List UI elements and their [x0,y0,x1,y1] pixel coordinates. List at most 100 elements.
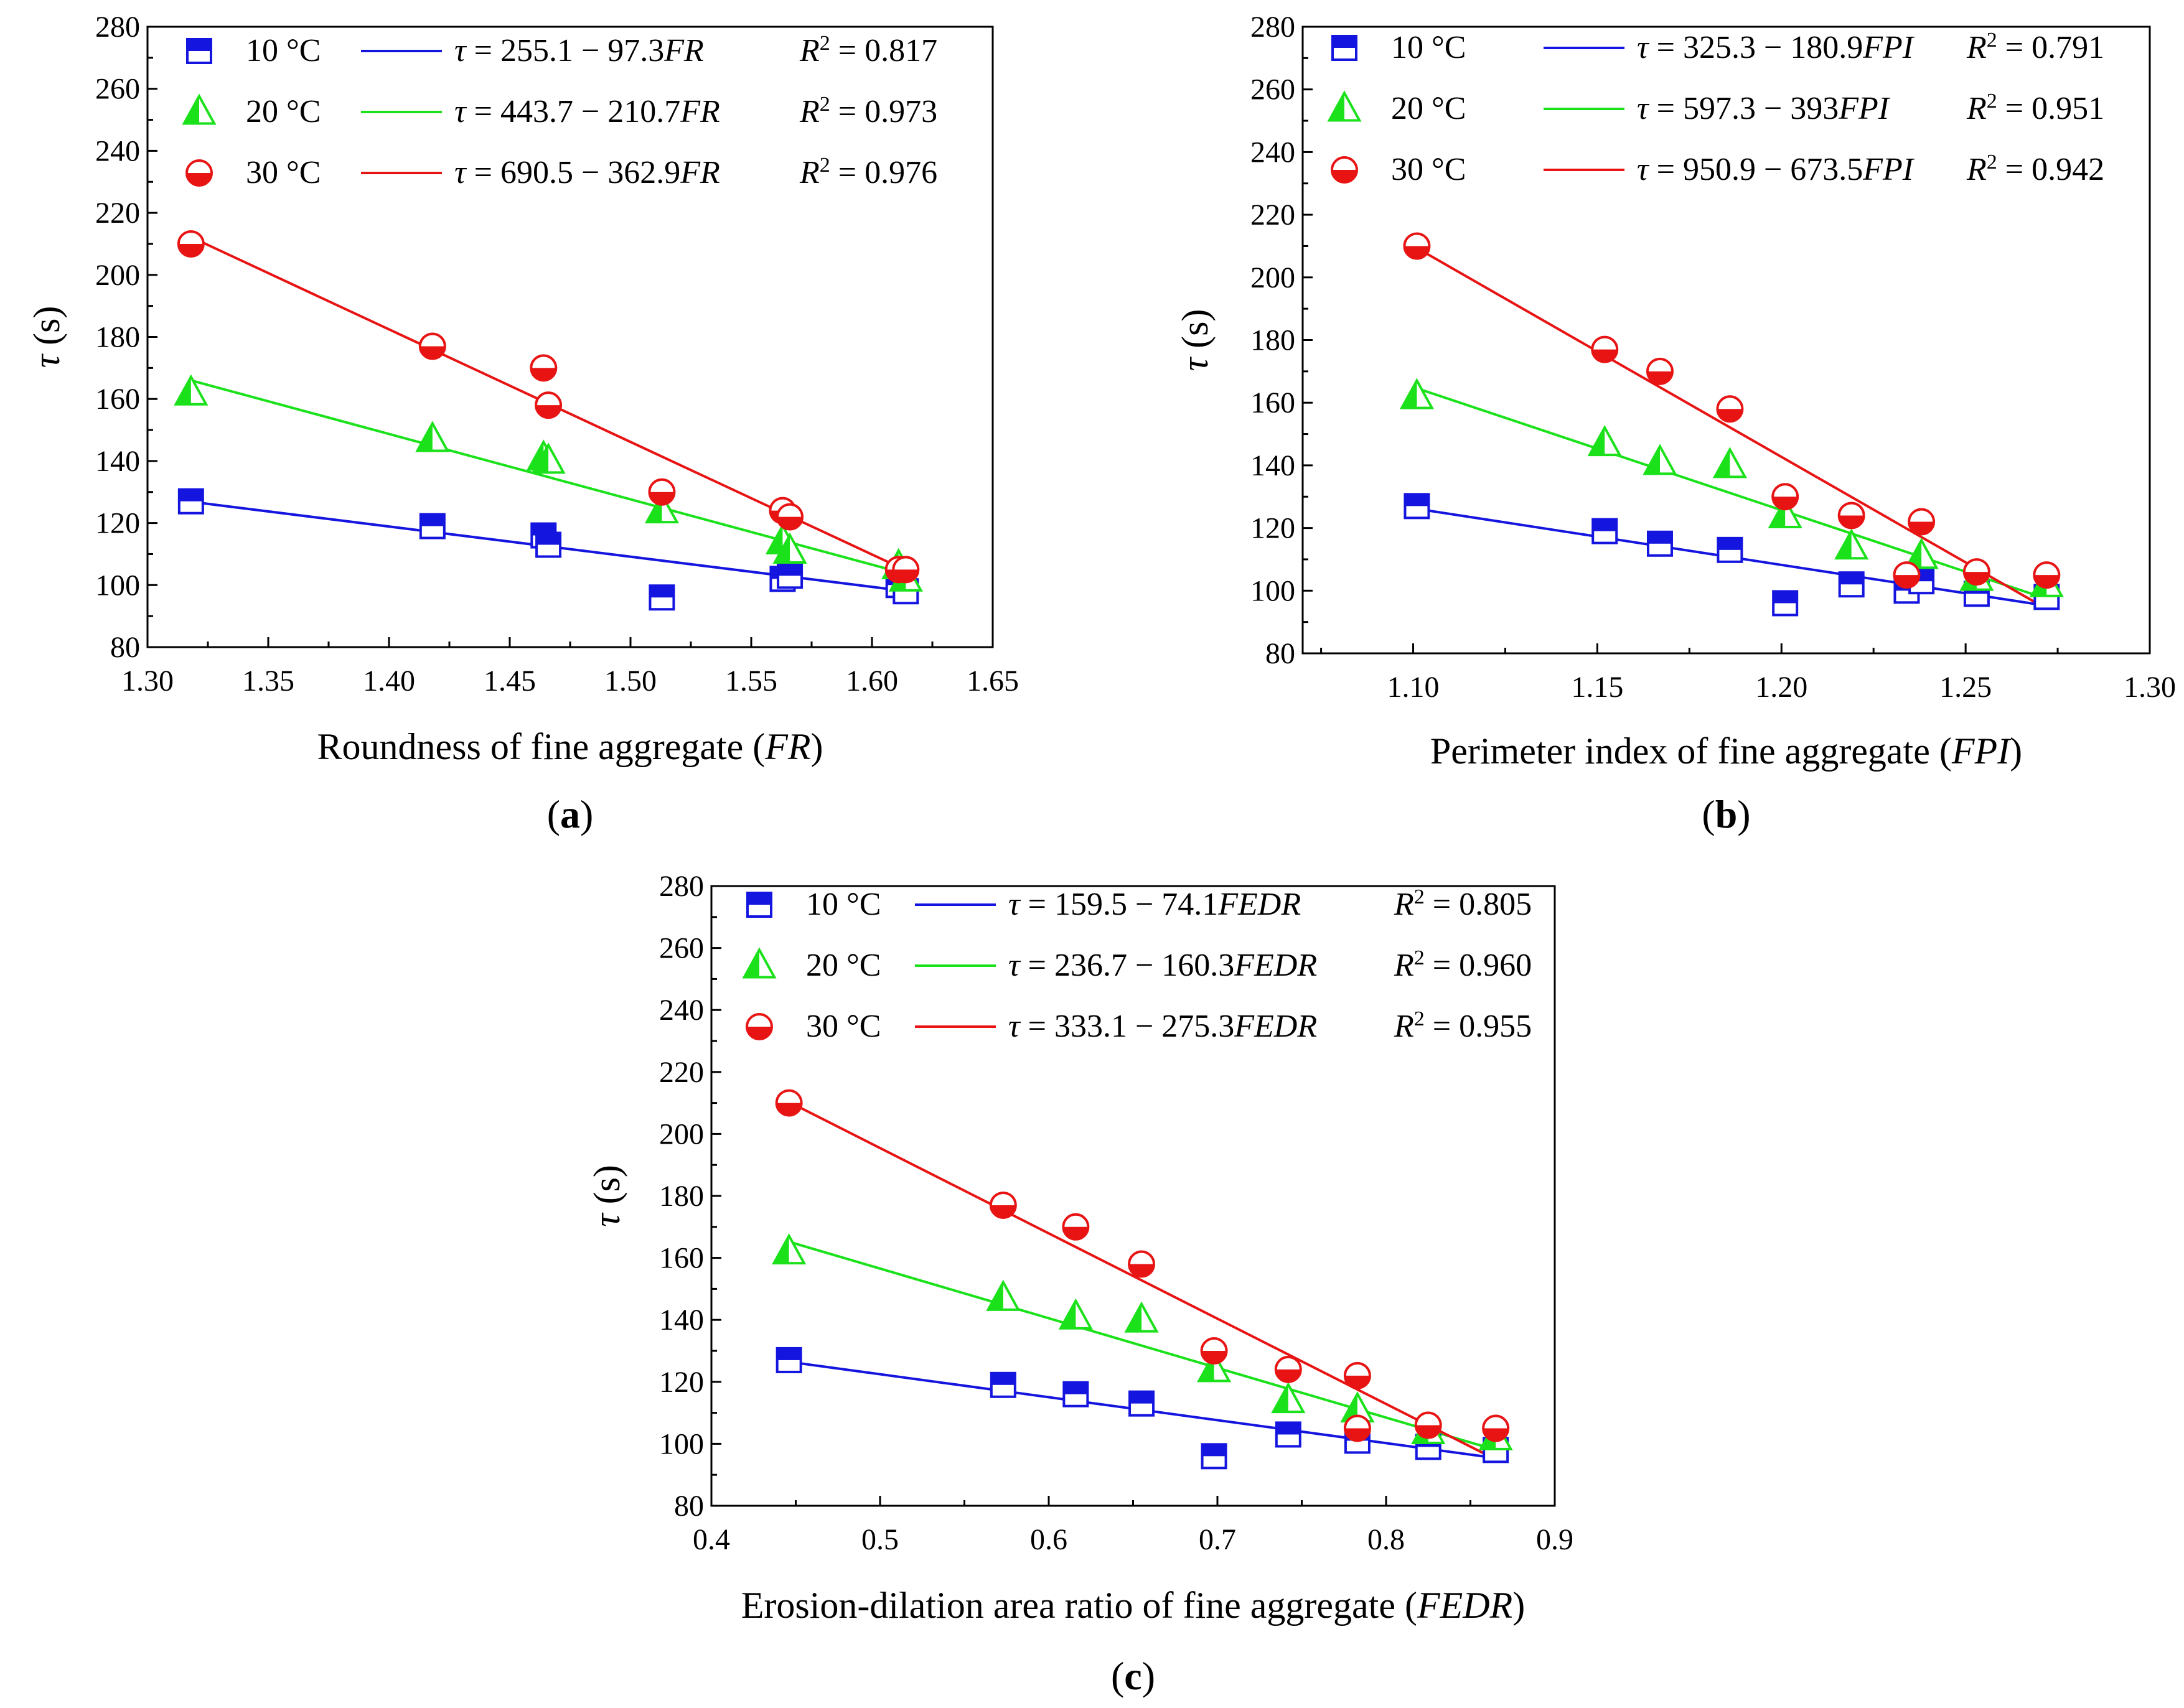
y-tick-label: 280 [95,11,140,44]
legend-marker [1331,35,1357,61]
data-point-20C [1904,538,1939,569]
legend-marker [185,159,213,187]
x-axis-title: Roundness of fine aggregate (FR) [317,726,823,767]
x-tick-label: 0.6 [1030,1523,1067,1556]
panel-label: (b) [1702,792,1750,836]
data-point-10C [1201,1443,1227,1470]
chart-panel-a: 80 100 120 140 160 180 200 220 240 260 280 1.30 1.35… [26,11,1019,836]
x-tick-label: 0.7 [1199,1523,1236,1556]
data-point-20C [772,532,807,564]
x-axis-title: Perimeter index of fine aggregate (FPI) [1430,730,2022,772]
y-tick-label: 200 [95,259,140,292]
data-point-10C [990,1371,1016,1398]
fit-line-20C [1416,387,2047,600]
y-tick-label: 100 [659,1427,704,1460]
y-tick-label: 180 [1250,324,1295,357]
data-point-10C [1128,1390,1155,1417]
y-tick-label: 200 [1250,261,1295,294]
legend-equation: τ = 236.7 − 160.3FEDR [1008,948,1317,983]
legend-equation: τ = 333.1 − 275.3FEDR [1008,1009,1317,1044]
data-point-30C [1482,1414,1510,1442]
legend-marker [746,1013,773,1040]
y-tick-label: 100 [1250,574,1295,607]
data-point-10C [1646,530,1673,557]
x-tick-label: 1.20 [1755,671,1807,704]
y-tick-label: 80 [110,631,140,664]
x-tick-label: 1.45 [484,665,536,698]
x-tick-label: 1.30 [121,665,174,698]
legend-label: 20 °C [246,94,321,129]
legend-equation: τ = 255.1 − 97.3FR [454,33,704,68]
x-tick-label: 0.9 [1536,1523,1573,1556]
data-point-30C [1646,357,1674,385]
data-point-20C [1399,378,1435,409]
data-point-20C [415,421,450,452]
data-point-20C [986,1279,1021,1311]
y-tick-label: 240 [659,994,704,1027]
data-point-30C [1591,335,1619,363]
chart-panel-b: 80 100 120 140 160 180 200 220 240 260 280 1.10 1.15… [1174,11,2176,836]
data-point-30C [1343,1414,1371,1442]
chart-panel-c: 80 100 120 140 160 180 200 220 240 260 280 0.4 0.5 0.… [586,870,1573,1698]
x-tick-label: 0.4 [693,1523,730,1556]
x-tick-label: 1.30 [2124,671,2176,704]
legend-r2: R2 = 0.942 [1966,151,2104,188]
data-point-20C [644,492,680,524]
legend-marker [746,892,772,918]
x-tick-label: 1.15 [1571,671,1623,704]
y-tick-label: 120 [1250,512,1295,545]
legend-label: 20 °C [1391,91,1466,126]
data-point-30C [1128,1250,1156,1278]
legend-label: 20 °C [806,948,881,983]
x-tick-label: 1.35 [242,665,294,698]
y-tick-label: 260 [659,932,704,965]
data-point-30C [989,1191,1017,1219]
y-tick-label: 140 [95,445,140,478]
x-tick-label: 0.8 [1367,1523,1405,1556]
legend-label: 10 °C [246,33,321,68]
y-tick-label: 140 [659,1304,704,1337]
legend-r2: R2 = 0.805 [1394,885,1532,923]
y-tick-label: 240 [95,134,140,167]
y-tick-label: 220 [1250,198,1295,231]
y-axis-title: τ (s) [586,1165,627,1227]
y-tick-label: 240 [1250,136,1295,169]
data-point-10C [1275,1421,1301,1448]
legend-marker [182,93,217,125]
data-point-30C [1962,558,1990,586]
legend-marker [742,947,777,979]
x-tick-label: 0.5 [861,1523,899,1556]
y-tick-label: 120 [95,507,140,540]
data-point-30C [775,1089,803,1117]
y-tick-label: 260 [1250,73,1295,106]
y-tick-label: 200 [659,1118,704,1150]
y-tick-label: 220 [659,1056,704,1089]
data-point-20C [1712,447,1747,478]
panel-label: (c) [1111,1654,1155,1698]
data-point-20C [1058,1298,1093,1330]
y-axis-title: τ (s) [1174,309,1216,371]
data-point-10C [777,562,804,589]
y-tick-label: 160 [1250,386,1295,419]
legend-r2: R2 = 0.973 [799,93,937,130]
data-point-20C [531,442,566,474]
legend-r2: R2 = 0.817 [799,32,937,69]
y-tick-label: 160 [659,1242,704,1275]
fit-line-30C [1416,246,2048,610]
data-point-30C [892,556,920,584]
data-point-10C [1591,518,1618,544]
y-tick-label: 120 [659,1366,704,1399]
x-axis-title: Erosion-dilation area ratio of fine aggr… [741,1585,1525,1626]
data-point-30C [1062,1213,1090,1241]
data-point-20C [1834,528,1869,560]
x-tick-label: 1.55 [725,665,777,698]
data-point-30C [1200,1337,1228,1365]
y-tick-label: 80 [674,1490,704,1523]
data-point-10C [1404,493,1430,520]
data-point-30C [1716,395,1744,423]
legend-equation: τ = 325.3 − 180.9FPI [1637,30,1915,65]
data-point-30C [1343,1361,1371,1389]
data-point-10C [1772,590,1799,617]
x-tick-label: 1.10 [1387,671,1440,704]
